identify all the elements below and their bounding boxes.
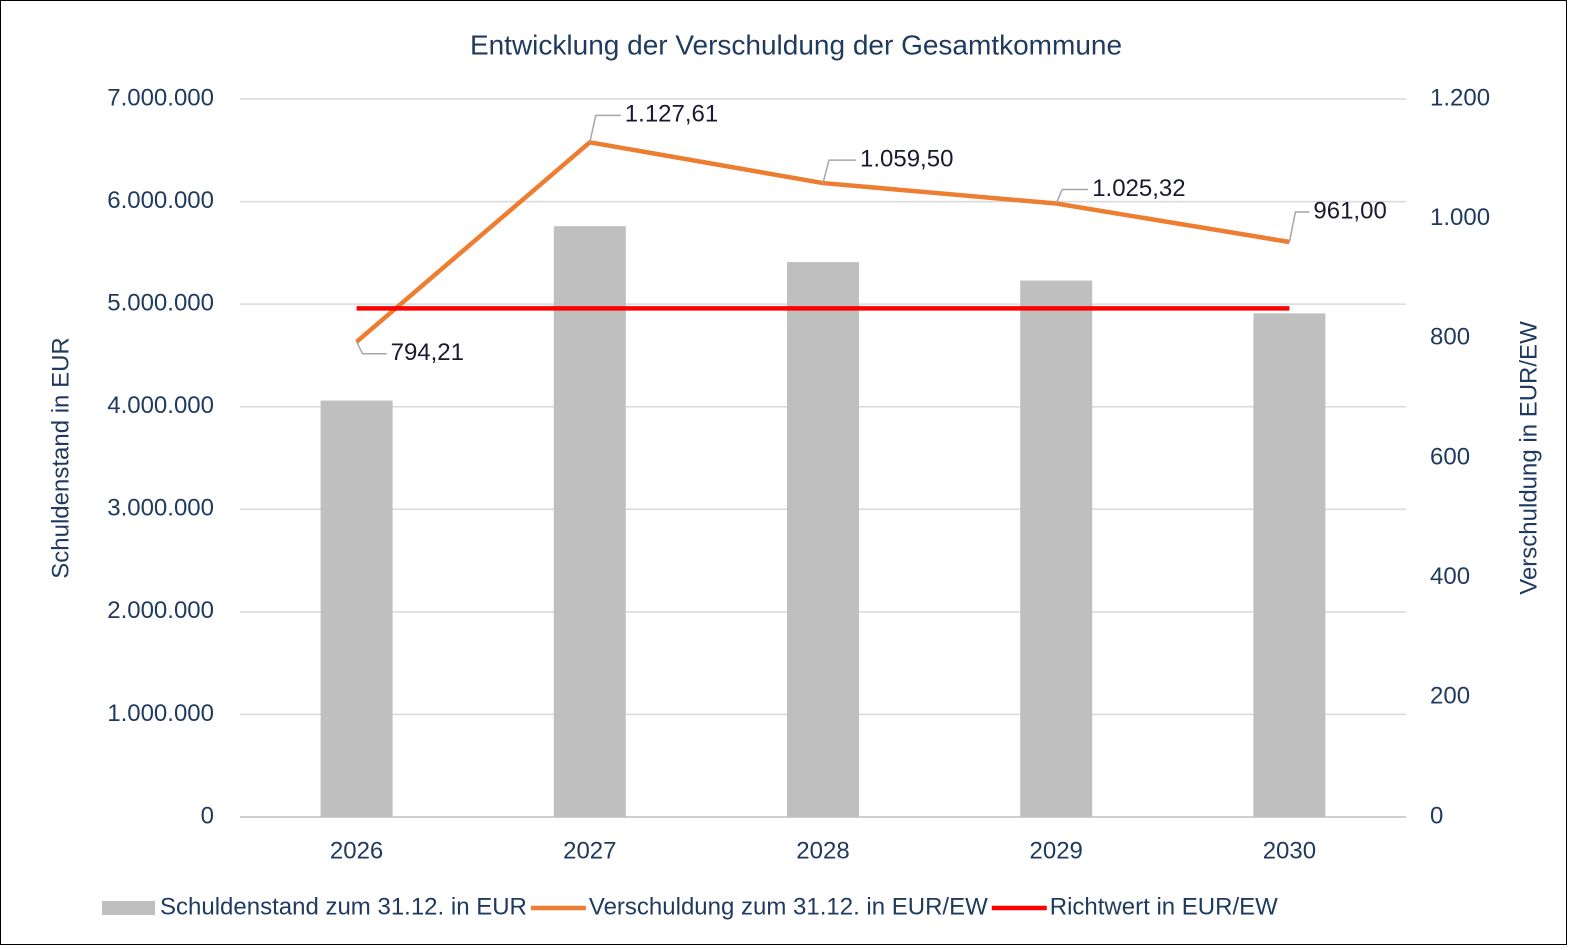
line <box>355 140 1290 344</box>
y-tick-label: 6.000.000 <box>107 187 214 214</box>
y-tick-label: 2.000.000 <box>107 597 214 624</box>
leader-line <box>589 114 621 143</box>
y2-tick-label: 1.200 <box>1430 84 1490 111</box>
leader-line <box>1055 188 1089 204</box>
leader-line <box>355 341 387 355</box>
y2-tick-label: 200 <box>1430 683 1470 710</box>
legend-label: Verschuldung zum 31.12. in EUR/EW <box>589 893 988 920</box>
x-tick-label: 2026 <box>330 837 383 864</box>
y-tick-label: 5.000.000 <box>107 289 214 316</box>
y-axis-label: Schuldenstand in EUR <box>47 337 74 578</box>
data-label: 1.127,61 <box>625 101 718 128</box>
chart-title: Entwicklung der Verschuldung der Gesamtk… <box>470 29 1122 60</box>
bar <box>787 262 859 817</box>
leader-line <box>822 159 856 184</box>
y-tick-label: 7.000.000 <box>107 84 214 111</box>
legend-label: Richtwert in EUR/EW <box>1050 893 1278 920</box>
y-tick-label: 1.000.000 <box>107 700 214 727</box>
data-label: 961,00 <box>1313 197 1386 224</box>
bar <box>1253 313 1326 817</box>
data-label: 1.025,32 <box>1092 175 1185 202</box>
x-tick-label: 2030 <box>1263 837 1316 864</box>
data-label: 1.059,50 <box>860 145 953 172</box>
y-tick-label: 4.000.000 <box>107 392 214 419</box>
y2-axis-label: Verschuldung in EUR/EW <box>1515 321 1542 595</box>
bar <box>320 400 393 817</box>
bar <box>553 226 626 817</box>
bar <box>1020 280 1093 818</box>
legend-label: Schuldenstand zum 31.12. in EUR <box>160 893 527 920</box>
x-tick-label: 2028 <box>796 837 849 864</box>
y2-tick-label: 0 <box>1430 802 1443 829</box>
y2-tick-label: 400 <box>1430 563 1470 590</box>
y2-tick-label: 1.000 <box>1430 204 1490 231</box>
y2-tick-label: 800 <box>1430 324 1470 351</box>
y-tick-label: 3.000.000 <box>107 495 214 522</box>
x-tick-label: 2027 <box>563 837 616 864</box>
y2-tick-label: 600 <box>1430 443 1470 470</box>
leader-line <box>1288 211 1310 243</box>
legend-swatch <box>102 901 155 915</box>
x-tick-label: 2029 <box>1030 837 1083 864</box>
y-tick-label: 0 <box>201 802 214 829</box>
data-label: 794,21 <box>391 339 464 366</box>
